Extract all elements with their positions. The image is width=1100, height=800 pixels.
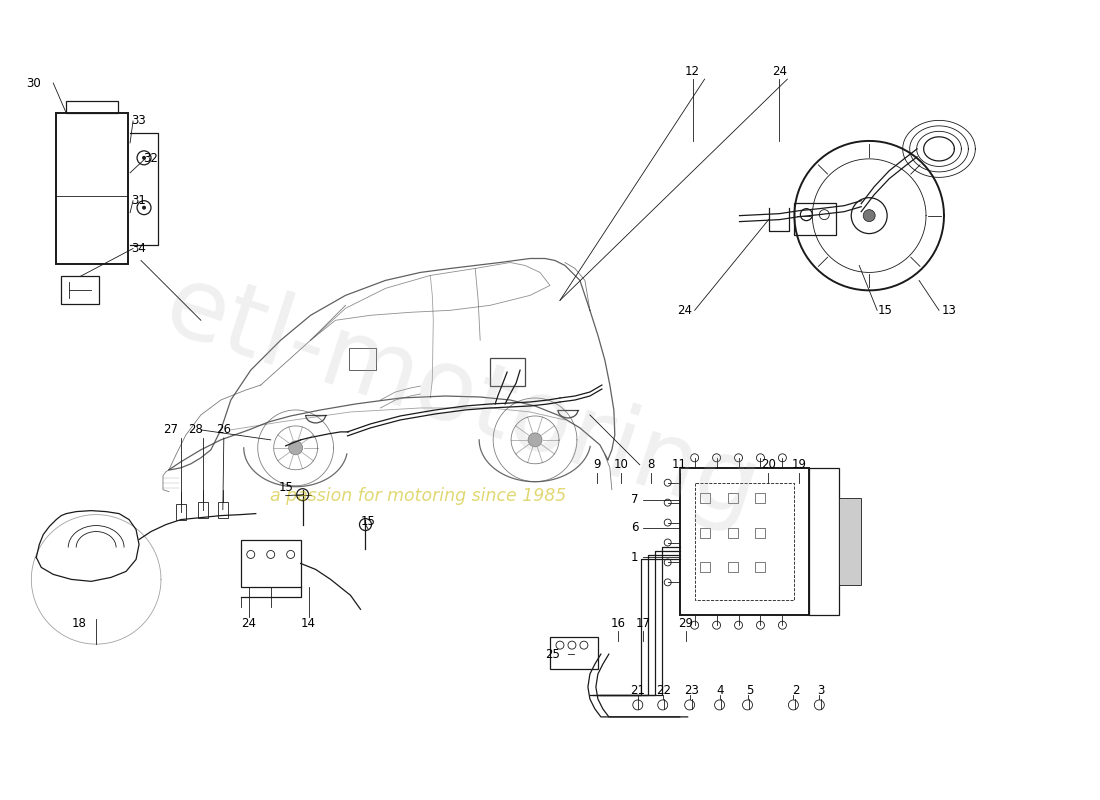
Bar (700, 527, 710, 538)
Bar (727, 493, 737, 502)
Bar (198, 502, 208, 518)
Text: 12: 12 (685, 65, 700, 78)
Circle shape (142, 156, 146, 160)
Circle shape (528, 433, 542, 447)
Bar (491, 358, 525, 386)
Text: 6: 6 (631, 521, 638, 534)
Bar (700, 493, 710, 502)
Circle shape (288, 441, 302, 455)
Text: 14: 14 (301, 617, 316, 630)
Text: 2: 2 (792, 685, 799, 698)
Text: 24: 24 (678, 304, 692, 317)
Bar (839, 498, 861, 586)
Text: 7: 7 (631, 493, 638, 506)
Text: 33: 33 (132, 114, 146, 127)
Circle shape (864, 210, 876, 222)
Text: 29: 29 (679, 617, 693, 630)
Bar (241, 539, 300, 587)
Text: 19: 19 (792, 458, 807, 471)
Text: 21: 21 (630, 685, 646, 698)
Text: 3: 3 (817, 685, 825, 698)
Text: 13: 13 (942, 304, 956, 317)
Bar (794, 202, 836, 234)
Bar (349, 348, 376, 370)
Text: 31: 31 (132, 194, 146, 207)
Text: 23: 23 (684, 685, 700, 698)
Text: 11: 11 (672, 458, 688, 471)
Circle shape (142, 206, 146, 210)
Text: 8: 8 (647, 458, 654, 471)
Text: 18: 18 (72, 617, 87, 630)
Text: 30: 30 (26, 77, 41, 90)
Text: 17: 17 (636, 617, 650, 630)
Text: 20: 20 (761, 458, 776, 471)
Text: 24: 24 (241, 617, 256, 630)
Bar (756, 562, 766, 572)
Text: 16: 16 (610, 617, 625, 630)
Bar (810, 468, 839, 615)
Text: 24: 24 (772, 65, 786, 78)
Text: etl-motoring: etl-motoring (153, 258, 771, 542)
Text: 32: 32 (144, 152, 158, 166)
Bar (176, 504, 186, 519)
Text: 9: 9 (593, 458, 601, 471)
Bar (62, 277, 99, 304)
Bar (756, 493, 766, 502)
Text: 22: 22 (657, 685, 671, 698)
Bar (756, 527, 766, 538)
Text: 26: 26 (217, 423, 231, 436)
Bar (218, 502, 228, 518)
Text: a passion for motoring since 1985: a passion for motoring since 1985 (271, 486, 566, 505)
Text: 28: 28 (188, 423, 204, 436)
Text: 10: 10 (614, 458, 628, 471)
Text: 25: 25 (546, 648, 560, 661)
Text: 4: 4 (717, 685, 724, 698)
Text: 15: 15 (361, 515, 376, 528)
Bar (727, 562, 737, 572)
Bar (66, 101, 118, 113)
Text: 15: 15 (878, 304, 892, 317)
Bar (550, 637, 598, 669)
Text: 27: 27 (164, 423, 178, 436)
Text: 5: 5 (746, 685, 754, 698)
Bar (700, 562, 710, 572)
Bar (680, 468, 810, 615)
Bar (727, 527, 737, 538)
Text: 34: 34 (132, 242, 146, 255)
Text: 15: 15 (278, 481, 293, 494)
Text: 1: 1 (631, 551, 638, 564)
Bar (56, 113, 128, 265)
